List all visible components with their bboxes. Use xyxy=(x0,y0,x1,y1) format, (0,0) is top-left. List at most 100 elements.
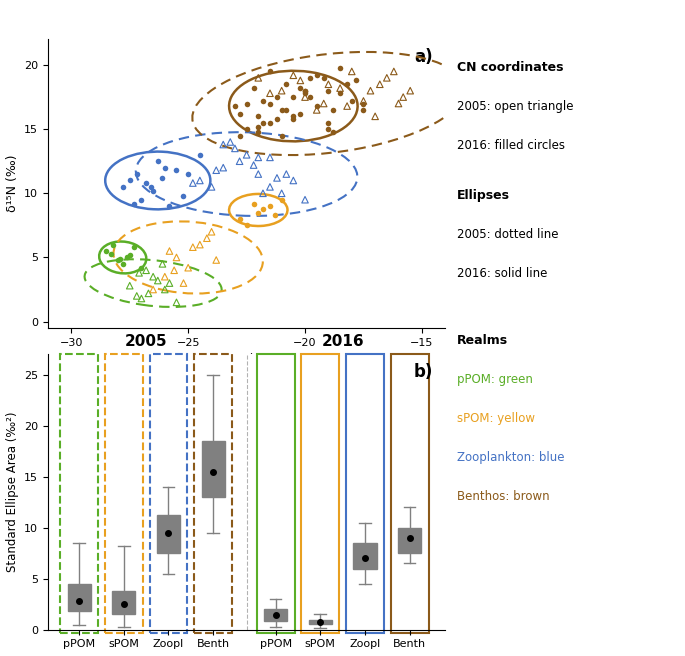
Text: Realms: Realms xyxy=(457,334,508,347)
Point xyxy=(117,258,128,269)
Text: 2005: open triangle: 2005: open triangle xyxy=(457,100,573,113)
Point xyxy=(342,79,353,89)
Point xyxy=(248,198,259,209)
Point xyxy=(241,150,252,160)
Bar xyxy=(257,354,295,633)
Point xyxy=(178,278,189,289)
Point xyxy=(157,173,168,183)
Point xyxy=(351,75,362,86)
Point xyxy=(134,268,145,278)
Point xyxy=(405,85,416,96)
Point xyxy=(347,96,358,106)
Point xyxy=(264,88,275,98)
Point xyxy=(234,131,245,141)
Bar xyxy=(149,354,188,633)
Point xyxy=(124,280,135,291)
Point xyxy=(258,203,269,214)
Point xyxy=(299,194,310,205)
Point xyxy=(136,194,147,205)
Point xyxy=(327,105,338,115)
PathPatch shape xyxy=(309,619,332,624)
Point xyxy=(248,83,259,93)
Point xyxy=(115,253,126,264)
Point xyxy=(253,169,264,179)
Point xyxy=(334,88,345,98)
Text: a): a) xyxy=(414,48,434,66)
Point xyxy=(271,113,282,124)
X-axis label: δ¹³C (‰): δ¹³C (‰) xyxy=(218,354,275,366)
Point xyxy=(264,117,275,128)
Point xyxy=(253,121,264,132)
Point xyxy=(288,113,299,124)
Point xyxy=(288,175,299,186)
Point xyxy=(206,226,217,237)
Point xyxy=(117,182,128,192)
Point xyxy=(382,73,393,83)
Point xyxy=(288,111,299,121)
Point xyxy=(281,79,292,89)
Text: 2016: solid line: 2016: solid line xyxy=(457,267,547,280)
Point xyxy=(269,210,280,220)
Point xyxy=(136,293,147,304)
Point xyxy=(132,169,142,179)
PathPatch shape xyxy=(201,441,225,497)
Point xyxy=(195,239,206,250)
Point xyxy=(124,250,135,260)
Point xyxy=(157,258,168,269)
Point xyxy=(299,85,310,96)
Y-axis label: Standard Ellipse Area (‰²): Standard Ellipse Area (‰²) xyxy=(5,412,18,572)
Point xyxy=(281,169,292,179)
Point xyxy=(253,152,264,163)
Text: Benthos: brown: Benthos: brown xyxy=(457,490,549,503)
Point xyxy=(288,70,299,81)
Point xyxy=(358,98,369,109)
Point xyxy=(201,233,212,243)
PathPatch shape xyxy=(264,609,287,621)
Point xyxy=(388,66,399,77)
Bar xyxy=(346,354,384,633)
Point xyxy=(299,92,310,102)
Point xyxy=(225,136,236,147)
Point xyxy=(323,79,334,89)
Point xyxy=(211,165,222,175)
Point xyxy=(258,117,269,128)
Point xyxy=(311,101,322,112)
Point xyxy=(311,105,322,115)
Text: 2005: dotted line: 2005: dotted line xyxy=(457,228,558,241)
Point xyxy=(299,85,310,96)
PathPatch shape xyxy=(68,584,91,611)
Point xyxy=(108,239,119,250)
Point xyxy=(295,108,306,119)
Point xyxy=(183,262,194,273)
Point xyxy=(276,131,287,141)
Point xyxy=(299,88,310,98)
Point xyxy=(234,156,245,167)
Text: pPOM: green: pPOM: green xyxy=(457,373,532,386)
Point xyxy=(258,96,269,106)
Bar xyxy=(301,354,339,633)
Point xyxy=(248,160,259,171)
Point xyxy=(271,92,282,102)
Point xyxy=(140,178,151,188)
Point xyxy=(327,127,338,137)
Point xyxy=(374,79,385,89)
Point xyxy=(183,169,194,179)
Point xyxy=(140,265,151,276)
Text: sPOM: yellow: sPOM: yellow xyxy=(457,412,534,425)
Point xyxy=(164,246,175,256)
Point xyxy=(169,265,179,276)
Point xyxy=(253,111,264,121)
Point xyxy=(234,108,245,119)
Point xyxy=(178,191,189,201)
Point xyxy=(152,156,163,167)
Point xyxy=(129,198,140,209)
Text: b): b) xyxy=(414,363,434,380)
PathPatch shape xyxy=(157,516,180,553)
Text: 2005: 2005 xyxy=(125,334,167,349)
Point xyxy=(264,201,275,211)
Point xyxy=(145,182,156,192)
Point xyxy=(152,276,163,286)
Point xyxy=(358,105,369,115)
Point xyxy=(264,98,275,109)
Bar xyxy=(194,354,232,633)
